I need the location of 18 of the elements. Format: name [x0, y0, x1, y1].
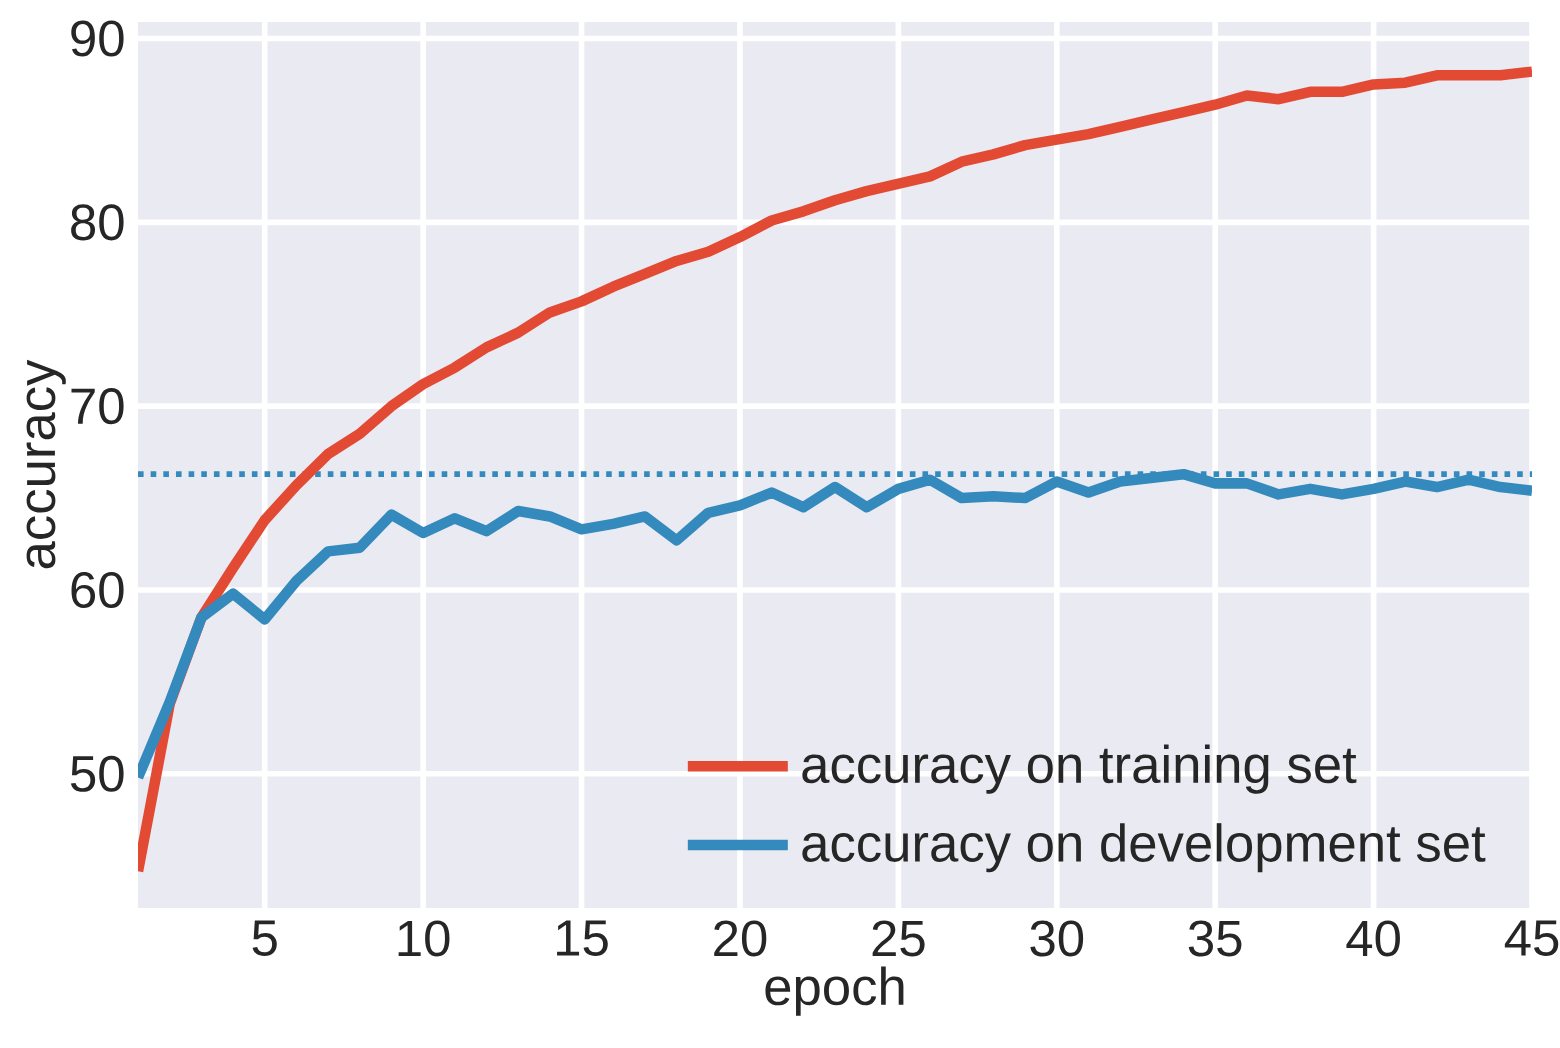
- x-axis-title: epoch: [765, 966, 904, 1016]
- x-tick-label: 35: [1188, 920, 1242, 957]
- legend-label: accuracy on training set: [802, 744, 1357, 794]
- y-tick-label: 50: [70, 755, 124, 792]
- y-axis-title: accuracy: [26, 359, 66, 569]
- y-tick-label: 70: [71, 388, 124, 425]
- x-tick-label: 5: [252, 920, 277, 956]
- x-tick-label: 45: [1504, 920, 1559, 956]
- x-tick-label: 15: [557, 920, 608, 956]
- x-tick-label: 25: [872, 920, 925, 957]
- x-tick-label: 40: [1346, 920, 1400, 957]
- y-tick-label: 90: [71, 20, 124, 57]
- x-tick-label: 20: [714, 920, 767, 957]
- x-tick-label: 30: [1030, 920, 1084, 957]
- legend-label: accuracy on development set: [802, 823, 1486, 873]
- x-tick-label: 10: [398, 920, 450, 957]
- y-tick-label: 80: [71, 204, 124, 241]
- y-tick-label: 60: [71, 571, 124, 609]
